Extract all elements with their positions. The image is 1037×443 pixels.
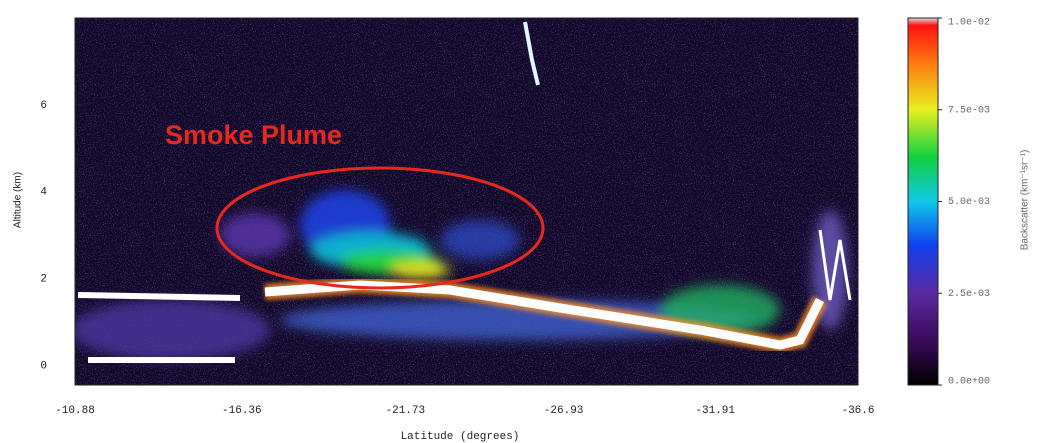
x-tick-label: -26.93 [544,405,584,417]
y-axis-label: Altitude (km) [13,172,24,228]
colorbar-tick-label: 1.0e-02 [948,18,990,29]
colorbar-label: Backscatter (km⁻¹sr⁻¹) [1020,150,1031,251]
colorbar-tick-label: 5.0e-03 [948,197,990,208]
x-tick-label: -21.73 [386,405,426,417]
x-axis-label: Latitude (degrees) [401,431,520,443]
y-tick-label: 6 [40,100,47,112]
chart: Smoke Plume Latitude (degrees) Altitude … [0,0,1037,443]
y-tick-label: 2 [40,273,47,285]
colorbar-tick-label: 0.0e+00 [948,377,990,388]
y-tick-label: 4 [40,187,47,199]
colorbar-tick-label: 2.5e-03 [948,289,990,300]
x-tick-label: -16.36 [222,405,262,417]
x-tick-label: -36.6 [841,405,874,417]
x-tick-label: -10.88 [55,405,95,417]
annotation: Smoke Plume [165,120,342,150]
y-tick-label: 0 [40,360,47,372]
curtain-image [70,18,858,385]
x-tick-label: -31.91 [695,405,735,417]
colorbar-tick-label: 7.5e-03 [948,105,990,116]
colorbar [908,18,938,385]
